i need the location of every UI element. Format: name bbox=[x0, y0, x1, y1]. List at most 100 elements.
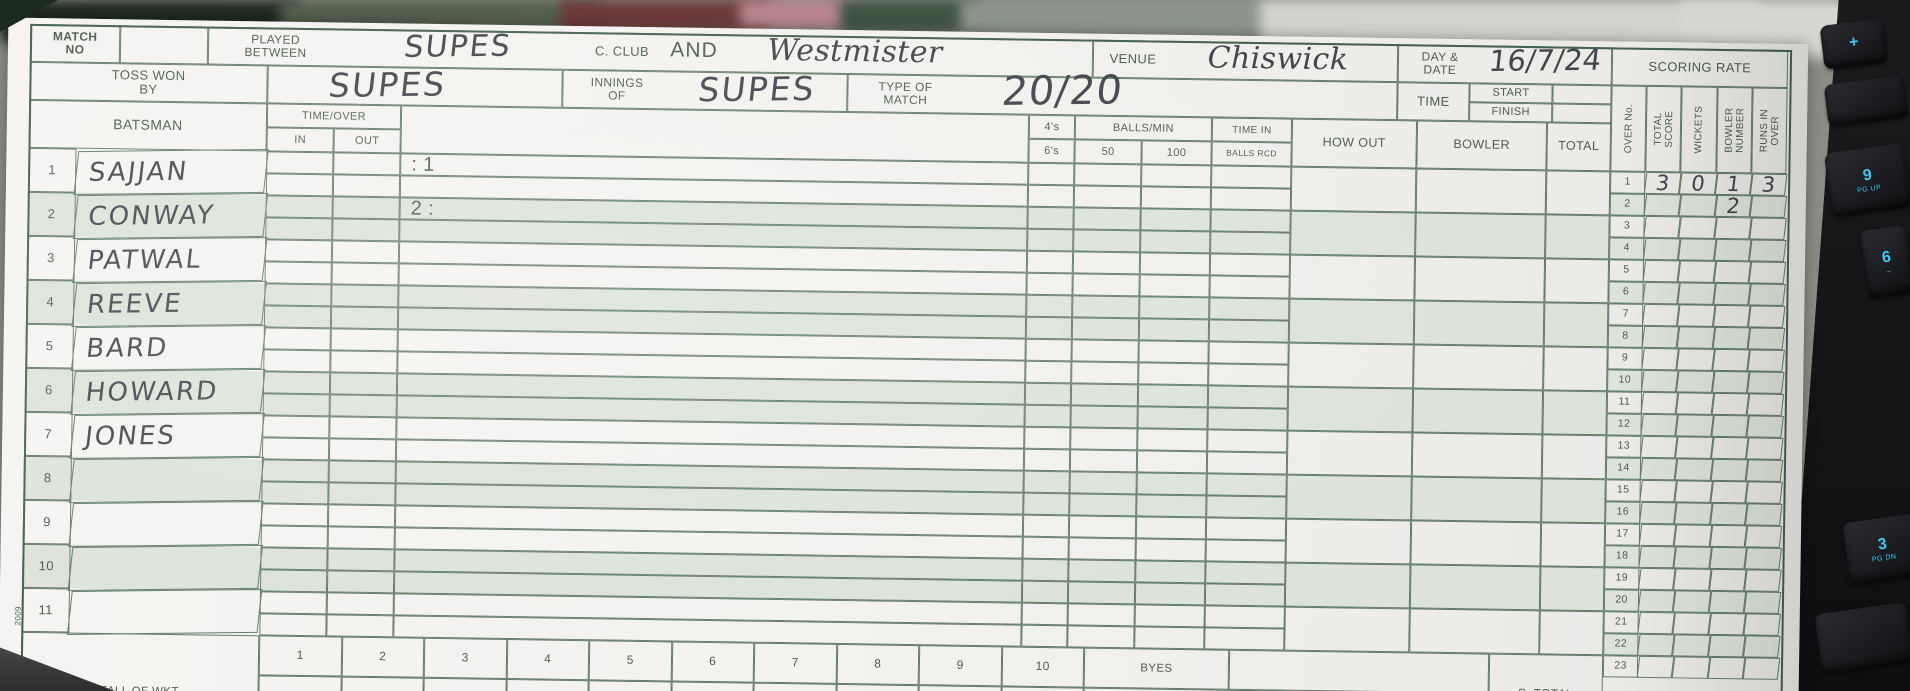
balls-50-cell bbox=[1068, 537, 1136, 561]
batsman-number-cell: 7 bbox=[23, 411, 73, 457]
over-number-cell: 7 bbox=[1608, 303, 1644, 326]
fall-wkt-number-cell: 3 bbox=[423, 637, 507, 680]
bowler-cell bbox=[1413, 300, 1545, 347]
over-wickets-cell bbox=[1671, 634, 1711, 657]
s-total-label-cell: S. TOTAL bbox=[1487, 653, 1604, 691]
and-label: AND bbox=[670, 38, 718, 63]
wickets-label: WICKETS bbox=[1693, 105, 1705, 154]
balls-100-cell bbox=[1139, 274, 1210, 298]
balls-50-cell bbox=[1069, 493, 1137, 517]
fall-wkt-number-cell: 2 bbox=[341, 636, 425, 678]
bowler-cell bbox=[1409, 608, 1540, 655]
key-legend: 9 bbox=[1861, 166, 1873, 185]
over-runs-cell bbox=[1744, 503, 1783, 526]
c-club-label-1: C. CLUB bbox=[594, 43, 650, 59]
scoring-rate-title-cell: SCORING RATE bbox=[1611, 47, 1789, 88]
over-total-cell bbox=[1638, 523, 1677, 547]
keyboard-key: 3 PG DN bbox=[1842, 513, 1910, 585]
fours-sixes-cell bbox=[1021, 602, 1068, 626]
over-wickets-cell bbox=[1675, 370, 1715, 393]
over-runs-cell bbox=[1747, 349, 1785, 372]
balls-50-cell bbox=[1071, 361, 1139, 385]
batsman-number-cell: 10 bbox=[21, 543, 71, 589]
over-wickets-cell bbox=[1677, 282, 1716, 305]
fours-sixes-cell bbox=[1024, 382, 1072, 406]
balls-100-cell bbox=[1139, 252, 1211, 276]
over-number-cell: 17 bbox=[1604, 523, 1641, 546]
over-wickets-cell bbox=[1678, 216, 1717, 239]
total-score-label: TOTAL SCORE bbox=[1652, 110, 1675, 148]
balls-100-cell bbox=[1137, 406, 1208, 430]
sr-col-header-cell: RUNS IN OVER bbox=[1751, 87, 1788, 174]
over-number-cell: 16 bbox=[1605, 501, 1641, 524]
balls-rcd-cell bbox=[1209, 275, 1290, 299]
batsman-number-cell: 6 bbox=[24, 367, 74, 413]
batsman-name-cell: JONES bbox=[69, 412, 266, 459]
sr-col-header-cell: TOTAL SCORE bbox=[1645, 85, 1682, 173]
type-of-match-handwritten: 20/20 bbox=[999, 67, 1126, 115]
balls-100-cell bbox=[1138, 362, 1209, 386]
bowler-cell bbox=[1411, 476, 1542, 523]
keyboard-key: 9 PG UP bbox=[1823, 142, 1910, 218]
balls-50-cell bbox=[1069, 471, 1137, 495]
batsman-name-cell: PATWAL bbox=[72, 236, 268, 284]
time-in-cell bbox=[261, 481, 329, 505]
over-number-cell: 2 bbox=[1609, 193, 1646, 216]
over-bowler-cell bbox=[1709, 546, 1747, 570]
fours-sixes-cell bbox=[1027, 228, 1074, 252]
start-value-cell bbox=[1552, 84, 1612, 105]
batsman-number-cell: 3 bbox=[26, 235, 76, 281]
balls-50-cell bbox=[1070, 383, 1139, 407]
balls-100-cell bbox=[1136, 494, 1207, 518]
fall-wkt-number-cell: 4 bbox=[506, 639, 590, 681]
batsman-number-cell: 1 bbox=[27, 147, 77, 193]
time-in-cell bbox=[263, 327, 331, 351]
fours-sixes-cell bbox=[1021, 624, 1068, 648]
over-bowler-cell bbox=[1709, 524, 1748, 548]
time-out-cell bbox=[328, 438, 397, 462]
total-cell bbox=[1539, 566, 1605, 612]
time-out-cell bbox=[332, 174, 401, 198]
balls-50-cell bbox=[1070, 405, 1138, 429]
over-wickets-cell bbox=[1677, 260, 1717, 283]
fall-wkt-value-cell bbox=[753, 682, 837, 691]
fours-sixes-cell bbox=[1026, 250, 1074, 274]
time-in-cell bbox=[262, 393, 330, 417]
balls-rcd-cell bbox=[1209, 253, 1291, 277]
time-out-cell bbox=[332, 196, 400, 220]
over-bowler-cell: 2 bbox=[1714, 194, 1753, 218]
time-in-cell bbox=[260, 503, 329, 527]
balls-100-cell bbox=[1136, 450, 1208, 474]
over-total-cell bbox=[1636, 655, 1675, 679]
over-number-cell: 21 bbox=[1603, 611, 1639, 634]
balls-50-cell bbox=[1071, 339, 1139, 363]
time-in-cell bbox=[266, 151, 334, 175]
total-cell bbox=[1545, 170, 1611, 216]
hundred-header-cell: 100 bbox=[1141, 140, 1212, 166]
bowler-cell bbox=[1414, 256, 1546, 303]
time-in-cell bbox=[261, 437, 330, 461]
fours-sixes-cell bbox=[1022, 558, 1069, 582]
time-out-cell bbox=[331, 284, 399, 308]
time-in-cell bbox=[260, 525, 328, 549]
over-total-cell bbox=[1642, 259, 1681, 283]
over-wickets-cell bbox=[1675, 392, 1715, 415]
fours-sixes-cell bbox=[1022, 514, 1070, 538]
balls-100-cell bbox=[1139, 296, 1210, 320]
how-out-cell bbox=[1288, 342, 1414, 389]
how-out-cell bbox=[1290, 210, 1416, 257]
batsman-name-cell: REEVE bbox=[71, 280, 267, 328]
over-runs-cell bbox=[1744, 547, 1782, 570]
over-runs-cell bbox=[1743, 591, 1782, 614]
fours-sixes-cell bbox=[1027, 206, 1074, 230]
balls-100-cell bbox=[1141, 164, 1212, 188]
total-cell bbox=[1542, 390, 1608, 436]
time-in-cell bbox=[265, 173, 334, 197]
balls-rcd-cell bbox=[1204, 627, 1285, 651]
over-total-cell bbox=[1640, 369, 1679, 393]
fours-sixes-cell bbox=[1024, 404, 1071, 428]
over-bowler-cell bbox=[1711, 414, 1749, 438]
fall-wkt-number-cell: 5 bbox=[588, 640, 672, 682]
time-out-cell bbox=[329, 394, 397, 418]
fours-sixes-cell bbox=[1026, 272, 1073, 296]
